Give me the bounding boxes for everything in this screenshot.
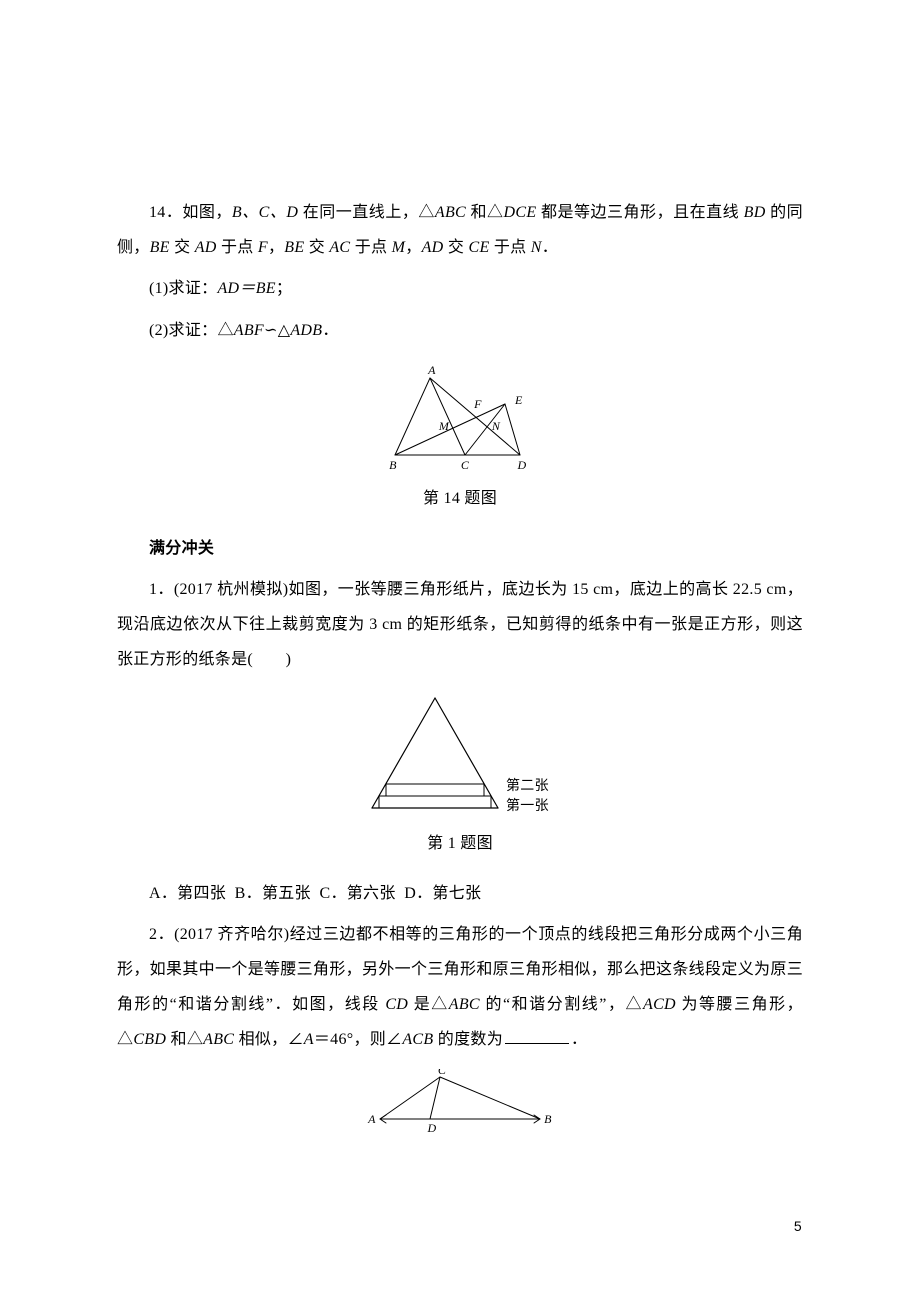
t: ABC xyxy=(203,1031,234,1048)
t: BE xyxy=(284,239,304,256)
opt-a: A．第四张 xyxy=(149,885,226,902)
t: 的“和谐分割线”，△ xyxy=(485,996,643,1013)
t: M xyxy=(392,239,406,256)
t: ， xyxy=(268,239,284,256)
t: AD＝BE xyxy=(217,280,275,297)
sp xyxy=(226,885,235,902)
opt-c: C．第六张 xyxy=(319,885,395,902)
svg-text:N: N xyxy=(491,419,501,433)
q1-caption: 第 1 题图 xyxy=(117,828,803,860)
t: ． xyxy=(322,322,338,339)
t: ACD xyxy=(643,996,676,1013)
t: 在同一直线上，△ xyxy=(303,204,435,221)
t: 的度数为 xyxy=(438,1031,503,1048)
svg-text:C: C xyxy=(461,458,470,472)
svg-text:M: M xyxy=(438,419,450,433)
t: 于点 xyxy=(355,239,388,256)
svg-text:B: B xyxy=(389,458,397,472)
t: ADB xyxy=(290,322,322,339)
t: 相似，∠ xyxy=(239,1031,304,1048)
q2-figure: C A B D xyxy=(117,1069,803,1138)
t: 和△ xyxy=(171,1031,204,1048)
section-heading: 满分冲关 xyxy=(117,531,803,566)
q14-part1: (1)求证：AD＝BE； xyxy=(117,271,803,306)
t: 都是等边三角形，且在直线 xyxy=(541,204,739,221)
opt-d: D．第七张 xyxy=(404,885,481,902)
page-number: 5 xyxy=(794,1211,802,1242)
t: N xyxy=(531,239,542,256)
t: ； xyxy=(276,280,292,297)
t: 是△ xyxy=(414,996,449,1013)
t: (2)求证：△ xyxy=(149,322,234,339)
sp xyxy=(396,885,405,902)
t: DCE xyxy=(504,204,537,221)
t: 和△ xyxy=(471,204,504,221)
t: ＝46°，则∠ xyxy=(314,1031,403,1048)
t: AD xyxy=(195,239,217,256)
svg-text:F: F xyxy=(473,397,482,411)
t: A xyxy=(304,1031,314,1048)
t: 于点 xyxy=(221,239,254,256)
t: ACB xyxy=(402,1031,433,1048)
q1-options: A．第四张 B．第五张 C．第六张 D．第七张 xyxy=(117,876,803,911)
t: CE xyxy=(468,239,489,256)
svg-text:D: D xyxy=(427,1121,437,1134)
q2-stem: 2．(2017 齐齐哈尔)经过三边都不相等的三角形的一个顶点的线段把三角形分成两… xyxy=(117,917,803,1058)
t: BD xyxy=(744,204,766,221)
opt-b: B．第五张 xyxy=(235,885,311,902)
t: 交 xyxy=(448,239,464,256)
blank xyxy=(505,1035,569,1044)
svg-text:C: C xyxy=(438,1069,447,1077)
t: ABC xyxy=(449,996,480,1013)
t: ． xyxy=(571,1031,587,1048)
t: ， xyxy=(405,239,421,256)
svg-text:A: A xyxy=(367,1112,376,1126)
t: ABF xyxy=(234,322,264,339)
svg-text:D: D xyxy=(517,458,527,472)
t: ． xyxy=(542,239,558,256)
t: 于点 xyxy=(494,239,527,256)
t: CBD xyxy=(133,1031,166,1048)
q14-caption: 第 14 题图 xyxy=(117,483,803,515)
t: B、C、D xyxy=(232,204,298,221)
svg-text:第一张: 第一张 xyxy=(506,797,549,814)
t: ∽△ xyxy=(264,322,290,339)
q14-part2: (2)求证：△ABF∽△ADB． xyxy=(117,313,803,348)
q14-figure: A E B C D F M N xyxy=(117,360,803,479)
svg-text:E: E xyxy=(514,393,523,407)
q14-stem: 14．如图，B、C、D 在同一直线上，△ABC 和△DCE 都是等边三角形，且在… xyxy=(117,195,803,265)
t: BE xyxy=(150,239,170,256)
t: AD xyxy=(422,239,444,256)
t: 交 xyxy=(309,239,325,256)
q1-stem: 1．(2017 杭州模拟)如图，一张等腰三角形纸片，底边长为 15 cm，底边上… xyxy=(117,572,803,678)
t: 14．如图， xyxy=(149,204,232,221)
svg-text:B: B xyxy=(544,1112,552,1126)
svg-text:A: A xyxy=(427,363,436,377)
svg-text:第二张: 第二张 xyxy=(506,777,549,794)
t: F xyxy=(258,239,268,256)
t: CD xyxy=(385,996,408,1013)
t: (1)求证： xyxy=(149,280,217,297)
t: AC xyxy=(329,239,350,256)
t: ABC xyxy=(435,204,466,221)
t: 交 xyxy=(174,239,190,256)
q1-figure: 第二张第一张 xyxy=(117,690,803,824)
